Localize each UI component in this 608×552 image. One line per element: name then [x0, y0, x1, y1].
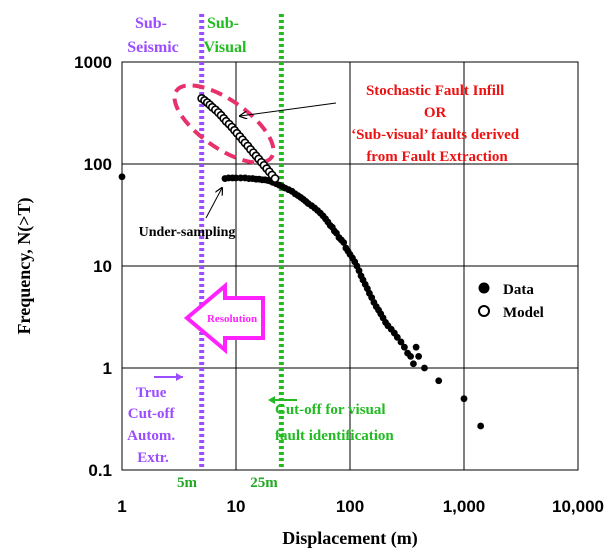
data-point — [421, 364, 428, 372]
true-cutoff-arrowhead — [176, 373, 183, 381]
undersampling-arrow — [205, 188, 222, 219]
data-point — [397, 338, 405, 346]
resolution-arrow: Resolution — [183, 281, 265, 355]
x-tick-label: 1,000 — [443, 497, 486, 516]
data-point — [410, 360, 417, 368]
data-marks — [118, 93, 485, 430]
x-tick-label: 10,000 — [552, 497, 604, 516]
plot-frame — [121, 61, 579, 471]
stochastic-line4: from Fault Extraction — [366, 149, 508, 165]
y-tick-label: 0.1 — [88, 461, 112, 480]
legend-model-label: Model — [503, 305, 544, 321]
y-tick-label: 1000 — [74, 53, 112, 72]
true-cutoff-line3: Autom. — [127, 428, 175, 444]
data-point — [477, 422, 485, 430]
y-tick-label: 100 — [84, 155, 112, 174]
legend: Data Model — [478, 282, 544, 321]
ref-label-25m: 25m — [250, 475, 278, 491]
model-highlight-ellipse — [172, 83, 276, 165]
y-tick-label: 1 — [103, 359, 112, 378]
true-cutoff-line1: True — [136, 385, 167, 401]
data-point — [415, 352, 423, 360]
legend-model-marker — [478, 305, 490, 317]
sub-visual-line2: Visual — [204, 39, 248, 56]
ref-label-5m: 5m — [177, 475, 198, 491]
resolution-label: Resolution — [207, 313, 257, 325]
legend-data-marker — [478, 282, 490, 294]
data-point — [232, 174, 240, 182]
data-point — [460, 395, 468, 403]
stochastic-line3: ‘Sub-visual’ faults derived — [351, 127, 520, 143]
data-point — [400, 343, 408, 351]
stochastic-annotation: Stochastic Fault Infill OR ‘Sub-visual’ … — [351, 83, 523, 165]
data-point — [407, 352, 414, 360]
sub-seismic-line2: Seismic — [127, 39, 179, 56]
sub-visual-label: Sub- Visual — [204, 15, 248, 56]
x-tick-label: 10 — [227, 497, 246, 516]
stochastic-line1: Stochastic Fault Infill — [366, 83, 504, 99]
sub-visual-line1: Sub- — [207, 15, 239, 32]
data-point — [118, 173, 126, 181]
true-cutoff-line4: Extr. — [137, 450, 169, 466]
y-axis-title-text: Frequency, N(>T) — [14, 198, 35, 335]
legend-data-label: Data — [503, 282, 534, 298]
data-point — [435, 377, 443, 385]
visual-cutoff-line2: fault identification — [275, 428, 394, 444]
visual-cutoff-label: Cut-off for visual fault identification — [275, 402, 394, 444]
stochastic-line2: OR — [424, 105, 447, 121]
data-point — [340, 239, 348, 246]
sub-seismic-line1: Sub- — [135, 15, 167, 32]
y-tick-label: 10 — [93, 257, 112, 276]
tick-labels: 1 10 100 1,000 10,000 0.1 1 10 100 1000 — [74, 53, 604, 516]
data-point — [393, 333, 401, 341]
model-point — [270, 174, 280, 183]
data-point — [355, 267, 363, 275]
undersampling-label: Under-sampling — [139, 225, 236, 240]
x-tick-label: 1 — [117, 497, 126, 516]
visual-cutoff-line1: Cut-off for visual — [275, 402, 386, 418]
stochastic-arrow — [240, 102, 337, 116]
data-point — [412, 343, 420, 351]
sub-seismic-label: Sub- Seismic — [127, 15, 179, 56]
true-cutoff-label: True Cut-off Autom. Extr. — [127, 385, 179, 466]
y-axis-title: Frequency, N(>T) — [14, 198, 35, 335]
visual-cutoff-arrowhead — [268, 396, 275, 404]
true-cutoff-line2: Cut-off — [128, 406, 176, 422]
x-tick-label: 100 — [336, 497, 364, 516]
x-axis-title: Displacement (m) — [282, 528, 417, 549]
